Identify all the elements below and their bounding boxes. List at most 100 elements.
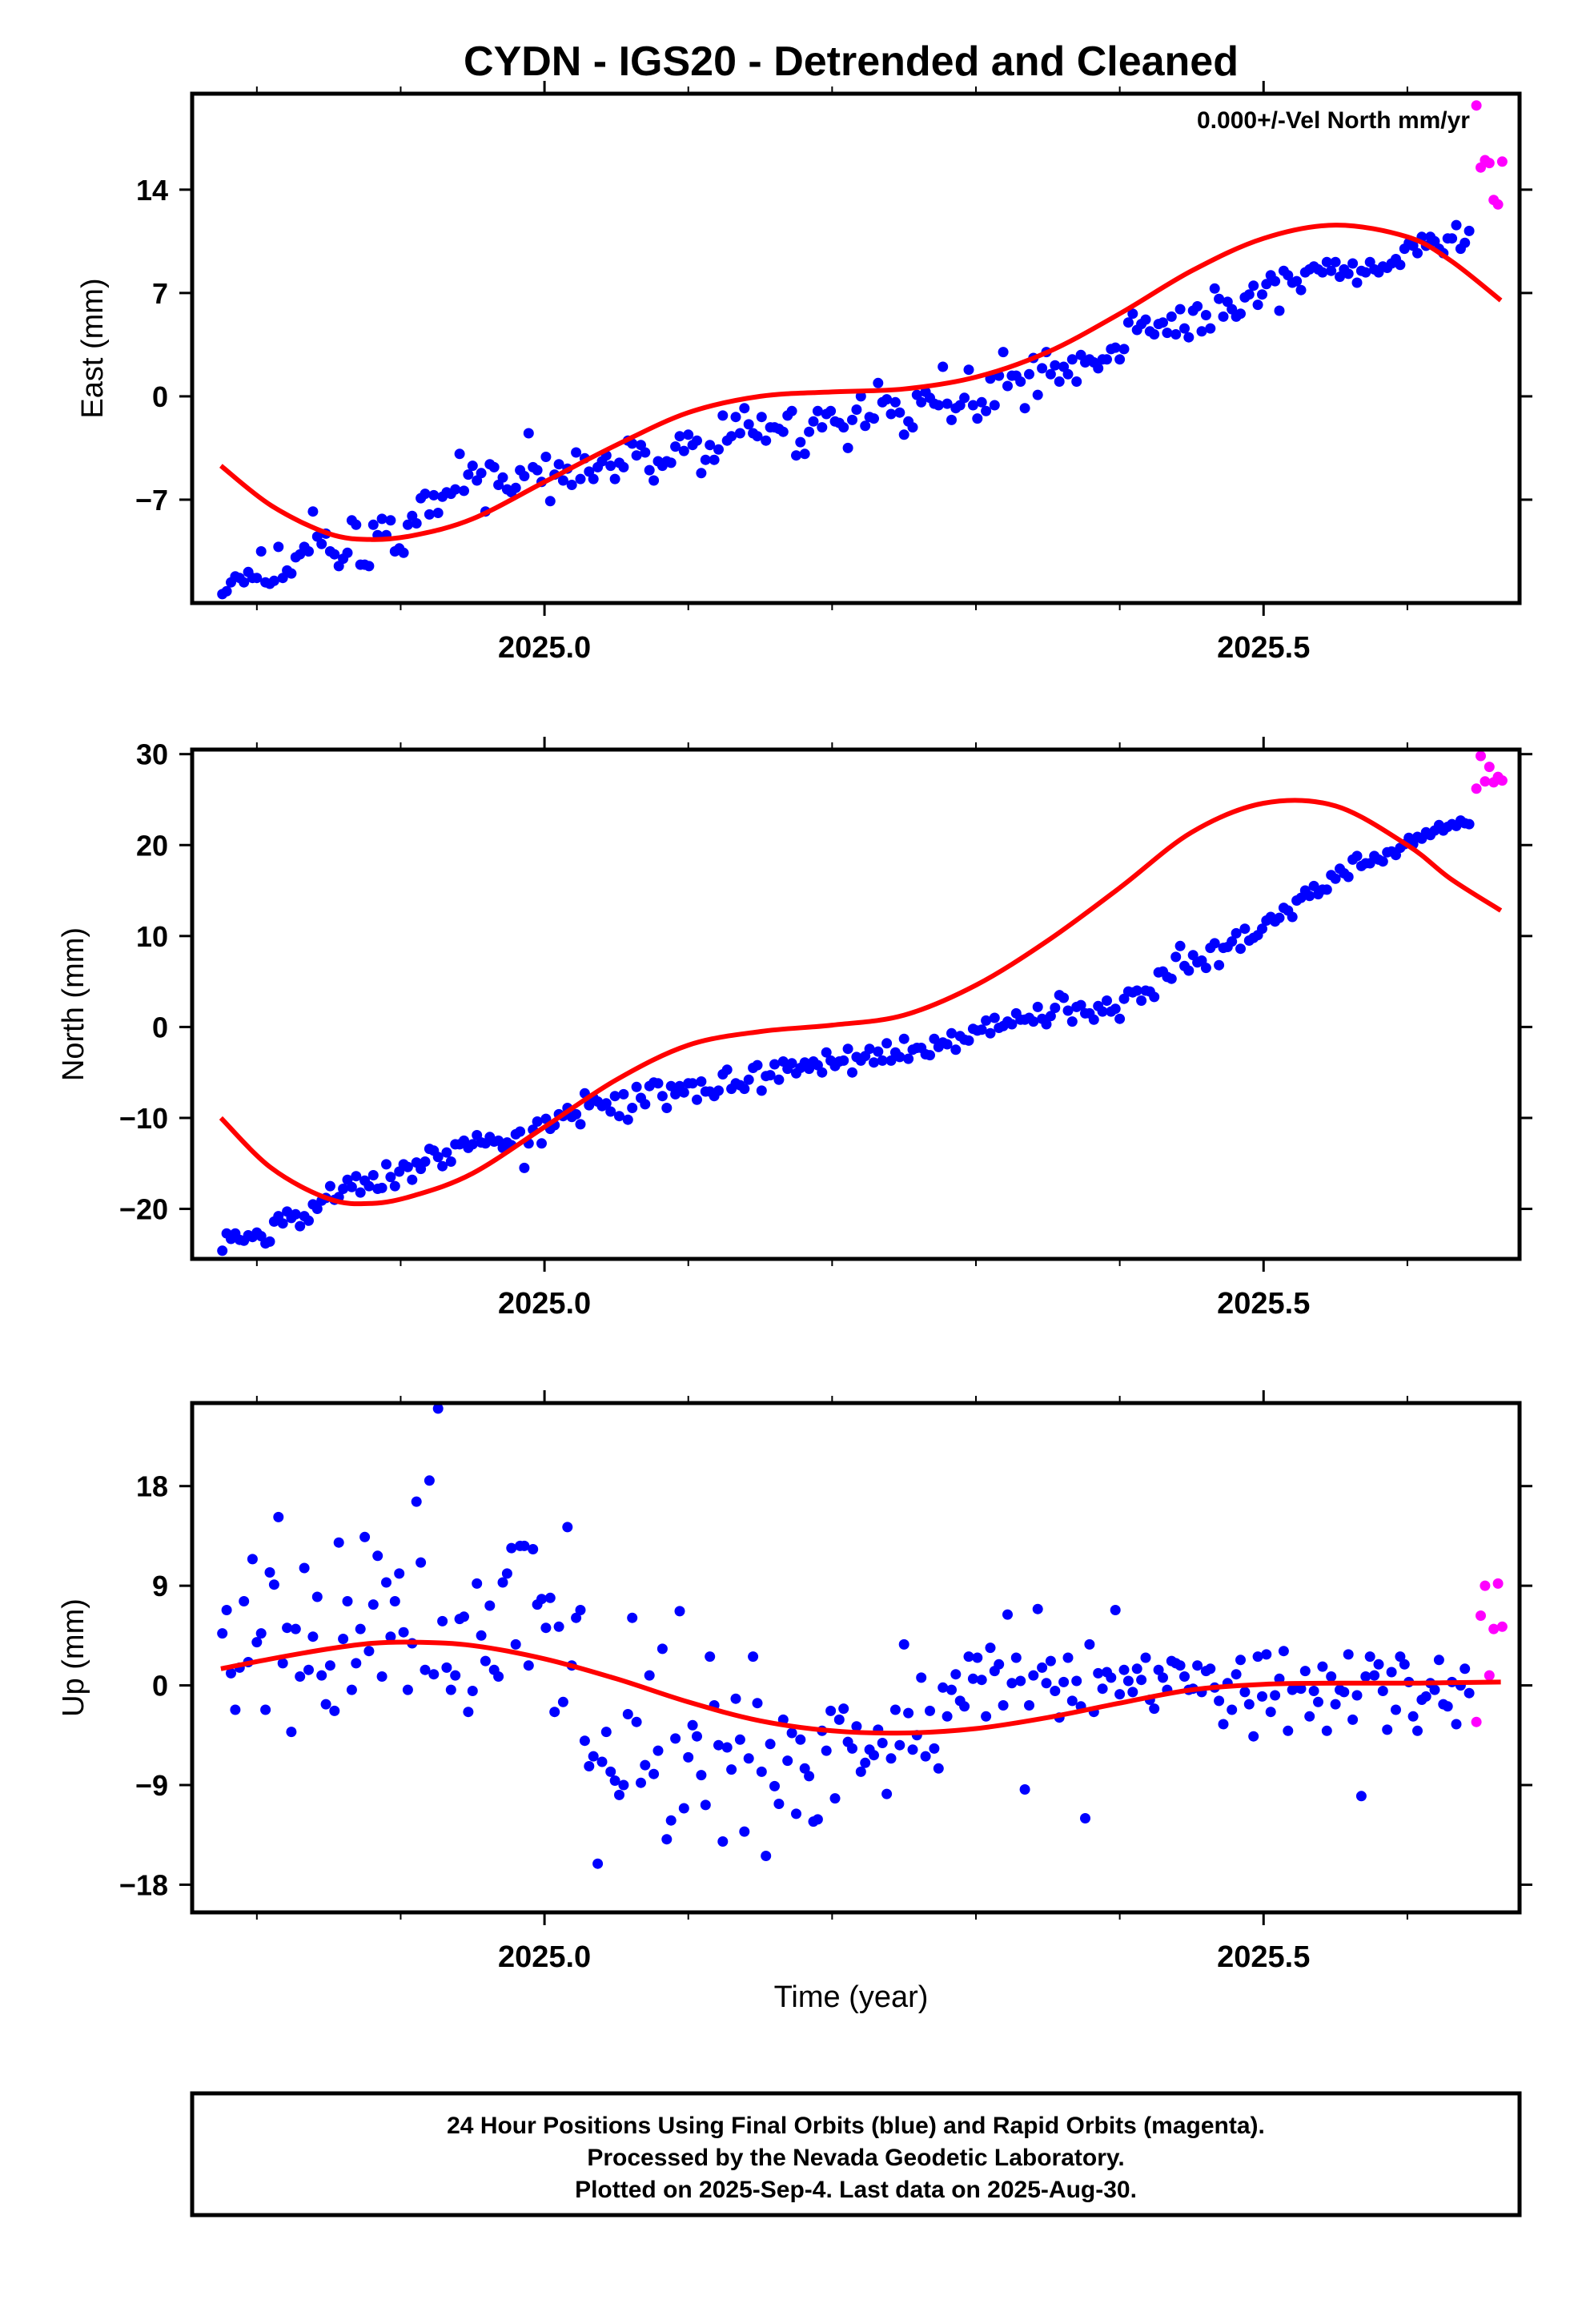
north-final-point <box>661 1103 673 1113</box>
up-final-point <box>1058 1676 1070 1687</box>
north-final-point <box>618 1088 629 1100</box>
east-final-point <box>644 464 655 476</box>
north-final-point <box>1006 1019 1018 1030</box>
east-final-point <box>1122 317 1134 328</box>
up-final-point <box>907 1744 918 1755</box>
north-final-point <box>1062 1005 1074 1016</box>
east-final-point <box>432 508 444 518</box>
east-final-point <box>385 515 396 526</box>
up-final-point <box>1278 1646 1289 1657</box>
up-final-point <box>825 1705 837 1716</box>
east-final-point <box>967 400 978 411</box>
up-final-point <box>804 1771 815 1782</box>
up-final-point <box>1464 1687 1475 1699</box>
up-final-point <box>1460 1663 1471 1675</box>
north-final-point <box>864 1043 875 1055</box>
north-final-point <box>881 1038 893 1049</box>
north-final-point <box>981 1015 992 1026</box>
east-final-point <box>963 364 974 376</box>
east-final-point <box>881 394 893 405</box>
up-final-point <box>894 1739 905 1751</box>
north-final-point <box>842 1043 853 1055</box>
east-final-point <box>825 405 837 416</box>
up-final-point <box>1347 1714 1359 1725</box>
up-final-point <box>938 1682 949 1693</box>
up-final-point <box>1050 1686 1061 1696</box>
east-final-point <box>665 457 677 468</box>
east-final-point <box>1019 403 1030 414</box>
up-final-point <box>459 1611 469 1622</box>
up-final-point <box>1127 1687 1138 1698</box>
up-final-point <box>363 1646 375 1657</box>
east-final-point <box>933 400 944 411</box>
up-final-point <box>786 1727 797 1739</box>
up-final-point <box>1391 1704 1401 1715</box>
north-final-point <box>1257 923 1267 935</box>
up-rapid-point <box>1492 1578 1504 1589</box>
north-final-point <box>600 1098 612 1109</box>
up-final-point <box>588 1751 599 1762</box>
up-final-point <box>1382 1724 1393 1735</box>
up-final-point <box>985 1642 996 1654</box>
up-final-point <box>614 1789 624 1800</box>
up-rapid-point <box>1488 1623 1500 1634</box>
up-final-point <box>549 1707 560 1718</box>
east-final-point <box>1110 342 1121 353</box>
east-final-point <box>1295 284 1307 296</box>
east-final-point <box>428 489 440 501</box>
north-final-point <box>467 1139 478 1150</box>
up-final-point <box>398 1626 409 1638</box>
north-final-point <box>687 1078 698 1089</box>
east-frame <box>190 91 1522 605</box>
north-final-point <box>609 1091 620 1102</box>
east-final-point <box>454 448 465 460</box>
east-plot-area <box>217 100 1508 600</box>
east-final-point <box>1024 368 1034 380</box>
up-panel: −18 −9 0 9 18 2025.0 2025.5 Up (mm) <box>57 1390 1532 1974</box>
north-final-point <box>1050 1003 1061 1013</box>
east-final-point <box>1149 329 1160 340</box>
east-final-point <box>1162 328 1173 339</box>
north-final-point <box>519 1162 530 1173</box>
north-final-point <box>756 1085 767 1096</box>
north-final-point <box>898 1033 909 1044</box>
up-final-point <box>320 1699 331 1710</box>
up-rapid-point <box>1484 1670 1495 1681</box>
east-final-point <box>1032 389 1043 400</box>
east-final-point <box>799 448 810 460</box>
north-ytick-label: 20 <box>136 829 168 862</box>
east-final-point <box>1050 360 1061 371</box>
up-final-point <box>268 1579 279 1590</box>
up-final-point <box>376 1671 387 1682</box>
north-final-point <box>1028 1016 1039 1027</box>
panels: −7 0 7 14 2025.0 2025.5 East (mm) 0.000+/-Vel N… <box>57 81 1532 1974</box>
footer-line-1: 24 Hour Positions Using Final Orbits (bl… <box>447 2113 1265 2139</box>
up-final-point <box>472 1578 483 1589</box>
up-final-point <box>1386 1667 1397 1678</box>
east-final-point <box>756 412 767 423</box>
up-final-point <box>929 1743 940 1754</box>
up-final-point <box>1093 1667 1104 1679</box>
east-final-point <box>1200 310 1211 320</box>
up-rapid-point <box>1496 1621 1508 1632</box>
north-ytick-label: 30 <box>136 738 168 771</box>
up-final-point <box>618 1779 629 1791</box>
up-final-point <box>739 1826 750 1837</box>
up-final-point <box>264 1567 275 1578</box>
east-final-point <box>1183 332 1195 343</box>
up-final-point <box>557 1696 568 1707</box>
up-final-point <box>592 1858 604 1869</box>
up-final-point <box>605 1766 616 1777</box>
east-final-point <box>424 509 435 520</box>
up-final-point <box>855 1766 866 1777</box>
east-final-point <box>467 460 478 472</box>
east-final-point <box>942 398 953 409</box>
east-final-point <box>303 546 314 557</box>
up-final-point <box>1299 1666 1311 1677</box>
north-final-point <box>670 1088 681 1100</box>
north-final-point <box>1227 936 1238 947</box>
up-rapid-point <box>1471 1716 1482 1727</box>
north-final-point <box>445 1156 456 1167</box>
up-final-point <box>359 1531 371 1542</box>
